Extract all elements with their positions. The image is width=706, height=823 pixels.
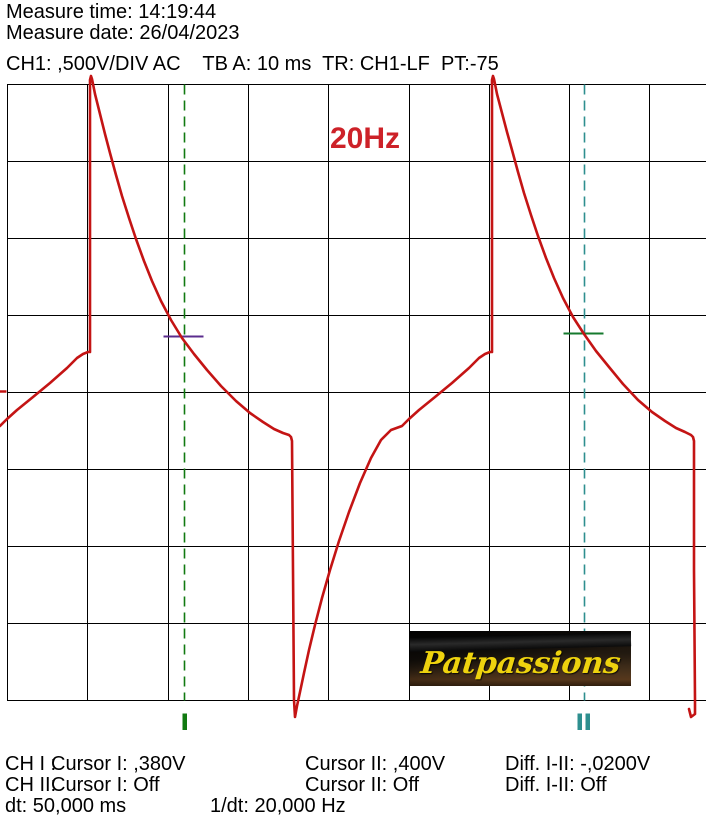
cursor-I-label (182, 713, 187, 730)
readout-ch2-diff: Diff. I-II: Off (505, 774, 607, 796)
readout-ch2-cursor1: Cursor I: Off (51, 774, 160, 796)
readout-dt: dt: 50,000 ms (5, 795, 127, 817)
readout-ch2-label: CH II: (5, 774, 57, 796)
measure-time-label: Measure time: 14:19:44 (6, 1, 217, 23)
cursor-II-label (577, 713, 582, 730)
readout-ch1-cursor2: Cursor II: ,400V (305, 753, 446, 775)
readout-ch1-cursor1: Cursor I: ,380V (51, 753, 186, 775)
channel-settings-label: CH1: ,500V/DIV AC TB A: 10 ms TR: CH1-LF… (6, 53, 499, 75)
readout-ch1-label: CH I : (5, 753, 57, 775)
readout-ch2-cursor2: Cursor II: Off (305, 774, 420, 796)
cursor-II-label (585, 713, 590, 730)
readout-ch1-diff: Diff. I-II: -,0200V (505, 753, 651, 775)
patpassions-logo: Patpassions (409, 631, 632, 686)
frequency-annotation: 20Hz (330, 122, 401, 155)
logo-text: Patpassions (418, 646, 623, 681)
readout-inverse-dt: 1/dt: 20,000 Hz (210, 795, 346, 817)
ch1-waveform-trace (0, 74, 697, 719)
measure-date-label: Measure date: 26/04/2023 (6, 22, 240, 44)
